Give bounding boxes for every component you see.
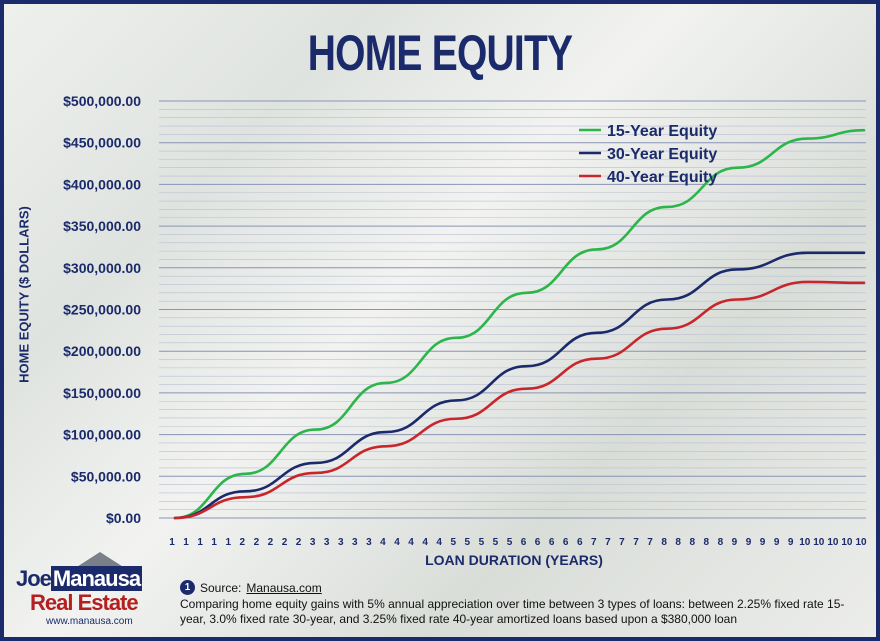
x-tick-label: 2 [240,537,246,548]
y-tick-label: $0.00 [106,510,141,526]
x-tick-label: 3 [366,537,372,548]
x-tick-label: 3 [324,537,330,548]
x-tick-label: 7 [619,537,625,548]
x-tick-label: 4 [422,537,428,548]
y-tick-label: $200,000.00 [63,343,141,359]
x-tick-label: 7 [591,537,597,548]
x-tick-label: 8 [675,537,681,548]
series-line-30-year-equity [173,251,866,520]
x-tick-label: 9 [788,537,794,548]
legend-label: 40-Year Equity [607,169,717,186]
y-tick-label: $400,000.00 [63,176,141,192]
line-chart: $0.00 $50,000.00 $100,000.00 $150,000.00 $20… [63,93,867,548]
x-tick-label: 4 [394,537,400,548]
x-tick-label: 9 [732,537,738,548]
x-tick-label: 7 [647,537,653,548]
source-description: Comparing home equity gains with 5% annu… [180,597,845,626]
x-tick-label: 10 [799,537,811,548]
x-tick-label: 2 [268,537,274,548]
x-tick-label: 9 [760,537,766,548]
x-tick-label: 4 [380,537,386,548]
x-tick-label: 1 [197,537,203,548]
logo-url: www.manausa.com [46,616,133,627]
logo-name: JoeManausa [16,566,143,591]
x-tick-label: 8 [718,537,724,548]
y-tick-label: $300,000.00 [63,260,141,276]
x-tick-label: 3 [310,537,316,548]
x-tick-label: 1 [169,537,175,548]
x-tick-label: 9 [746,537,752,548]
x-tick-label: 7 [605,537,611,548]
x-tick-label: 3 [352,537,358,548]
x-tick-label: 5 [450,537,456,548]
company-logo: JoeManausa Real Estate www.manausa.com [16,552,164,634]
x-tick-label: 10 [813,537,825,548]
legend-label: 30-Year Equity [607,146,717,163]
x-tick-label: 5 [465,537,471,548]
x-tick-label: 6 [549,537,555,548]
x-tick-label: 3 [338,537,344,548]
x-tick-label: 1 [183,537,189,548]
y-tick-label: $350,000.00 [63,218,141,234]
x-tick-label: 9 [774,537,780,548]
x-tick-label: 6 [535,537,541,548]
x-tick-label: 1 [211,537,217,548]
y-tick-label: $100,000.00 [63,427,141,443]
source-number-badge: 1 [180,580,195,595]
source-label: Source: [200,580,242,595]
x-tick-label: 5 [507,537,513,548]
y-tick-label: $50,000.00 [71,468,141,484]
house-roof-icon [72,552,128,570]
x-tick-label: 2 [254,537,260,548]
legend-label: 15-Year Equity [607,123,717,140]
y-tick-label: $250,000.00 [63,302,141,318]
x-tick-label: 8 [704,537,710,548]
x-tick-label: 2 [282,537,288,548]
x-tick-label: 6 [563,537,569,548]
logo-subtitle: Real Estate [30,590,139,615]
x-tick-label: 10 [841,537,853,548]
x-tick-label: 4 [408,537,414,548]
x-tick-label: 10 [827,537,839,548]
x-tick-label: 2 [296,537,302,548]
x-tick-label: 4 [436,537,442,548]
series-line-15-year-equity [173,128,866,520]
x-tick-label: 7 [633,537,639,548]
x-tick-label: 6 [577,537,583,548]
y-tick-label: $500,000.00 [63,93,141,109]
x-tick-label: 10 [855,537,867,548]
x-tick-label: 8 [689,537,695,548]
chart-title: HOME EQUITY [307,25,573,81]
x-axis-label: LOAN DURATION (YEARS) [425,552,603,568]
y-tick-label: $450,000.00 [63,135,141,151]
series-line-40-year-equity [173,280,866,520]
x-tick-label: 5 [493,537,499,548]
source-note: 1 Source: Manausa.com Comparing home equ… [180,580,870,627]
x-tick-label: 5 [479,537,485,548]
source-link[interactable]: Manausa.com [246,580,322,595]
x-tick-label: 8 [661,537,667,548]
y-tick-label: $150,000.00 [63,385,141,401]
x-tick-label: 6 [521,537,527,548]
x-tick-label: 1 [225,537,231,548]
